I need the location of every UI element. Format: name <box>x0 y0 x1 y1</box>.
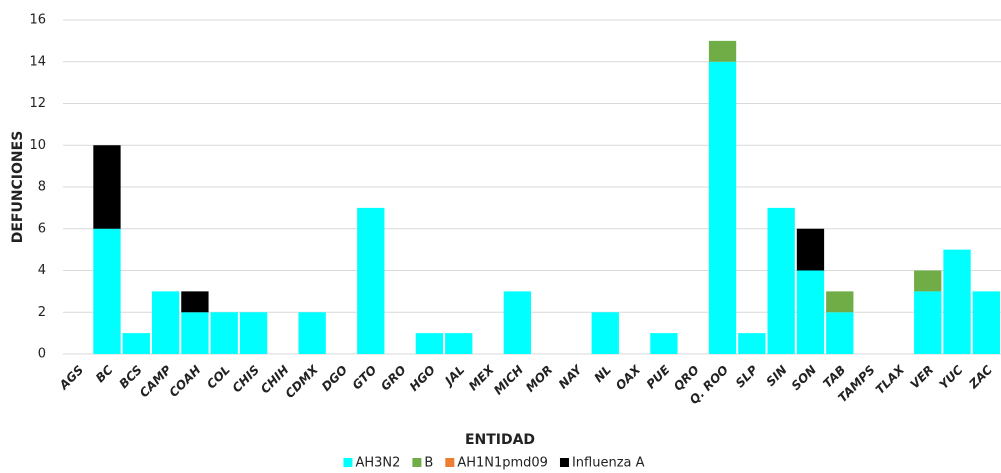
bar-segment <box>767 207 795 354</box>
x-tick-label: GTO <box>350 363 380 393</box>
legend-label: AH1N1pmd09 <box>457 456 548 471</box>
x-tick-label: GRO <box>378 363 409 394</box>
y-tick-label: 10 <box>29 138 46 153</box>
x-tick-label: CAMP <box>137 363 175 401</box>
bar-segment <box>826 291 854 313</box>
x-tick-label: SIN <box>763 363 789 389</box>
x-tick-label: NAY <box>556 362 586 392</box>
x-axis-label: ENTIDAD <box>465 432 535 448</box>
x-tick-label: COL <box>204 363 233 392</box>
bar-segment <box>503 291 531 354</box>
x-tick-label: HGO <box>407 363 438 394</box>
bar-segment <box>708 61 737 354</box>
bar-segment <box>93 228 121 354</box>
bar-segment <box>943 249 971 354</box>
legend-swatch <box>412 458 422 467</box>
bar-segment <box>151 291 180 354</box>
x-tick-label: OAX <box>613 362 644 393</box>
y-tick-label: 2 <box>38 305 46 320</box>
x-tick-label: SON <box>789 363 819 393</box>
bar-segment <box>181 312 209 354</box>
bar-segment <box>357 207 385 354</box>
bar-segment <box>972 291 1000 354</box>
bar-segment <box>445 333 473 354</box>
legend-swatch <box>445 458 455 467</box>
x-tick-label: MOR <box>523 363 555 395</box>
x-tick-label: TLAX <box>873 362 908 397</box>
y-tick-label: 8 <box>38 180 46 195</box>
bar-segment <box>298 312 326 354</box>
y-tick-label: 6 <box>38 221 46 236</box>
y-axis-label: DEFUNCIONES <box>10 131 26 244</box>
x-tick-label: PUE <box>644 362 673 391</box>
y-tick-label: 16 <box>29 13 46 28</box>
x-tick-label: YUC <box>936 363 965 392</box>
bar-segment <box>826 312 854 354</box>
bar-segment <box>914 270 942 292</box>
y-tick-label: 0 <box>38 347 46 362</box>
bar-segment <box>796 228 825 271</box>
legend-label: Influenza A <box>572 456 645 471</box>
x-tick-label: SLP <box>733 363 761 391</box>
bar-segment <box>914 291 942 354</box>
x-tick-label: VER <box>908 363 937 392</box>
bar-segment <box>650 333 678 354</box>
bar-segment <box>708 40 737 62</box>
x-tick-label: COAH <box>166 363 203 400</box>
x-tick-label: DGO <box>319 363 350 394</box>
x-tick-label: NL <box>591 363 613 385</box>
x-tick-label: CDMX <box>283 362 322 401</box>
y-tick-label: 14 <box>29 54 46 69</box>
bar-segment <box>738 333 766 354</box>
x-tick-label: CHIS <box>230 363 263 396</box>
legend-swatch <box>559 458 569 467</box>
x-tick-label: BC <box>93 363 116 386</box>
x-tick-label: MICH <box>491 363 526 398</box>
legend-label: AH3N2 <box>355 456 400 471</box>
bar-segment <box>796 270 825 354</box>
bar-segment <box>591 312 619 354</box>
bar-segment <box>181 291 209 313</box>
legend-swatch <box>343 458 353 467</box>
legend-label: B <box>424 456 433 471</box>
bar-segment <box>239 312 268 354</box>
y-tick-label: 4 <box>38 263 46 278</box>
y-tick-label: 12 <box>29 96 46 111</box>
bar-segment <box>122 333 150 354</box>
bar-segment <box>210 312 238 354</box>
x-tick-label: JAL <box>441 363 467 389</box>
bar-segment <box>93 145 121 229</box>
x-tick-label: ZAC <box>966 363 995 392</box>
x-tick-label: AGS <box>56 363 86 393</box>
bar-segment <box>415 333 444 354</box>
